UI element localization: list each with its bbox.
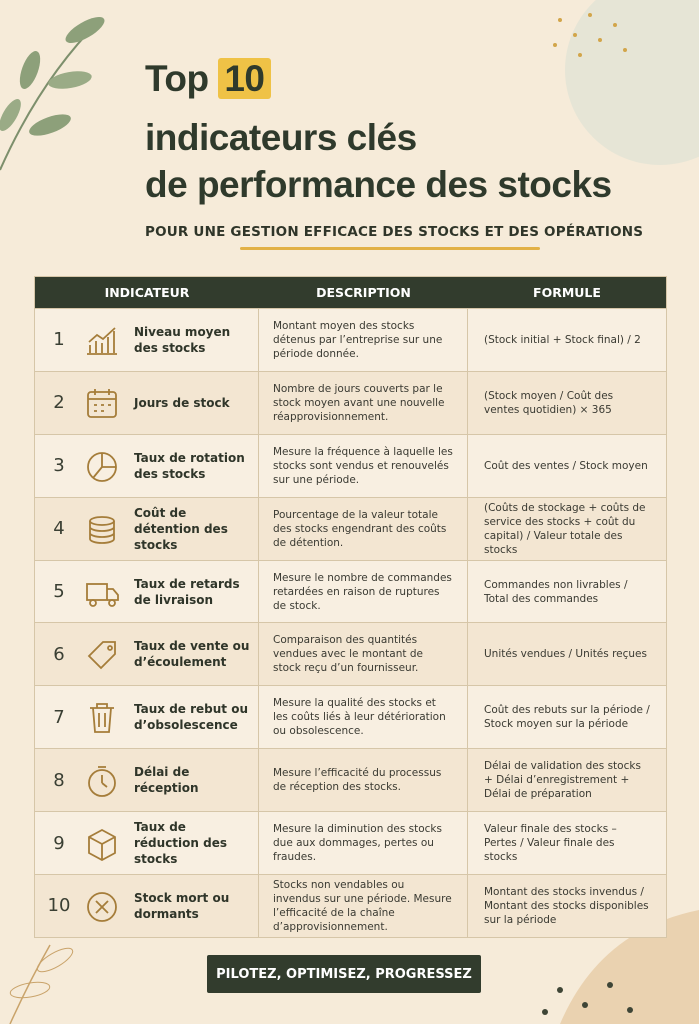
row-number: 9 (53, 832, 65, 854)
column-header: INDICATEUR (104, 285, 190, 300)
row-number: 5 (53, 581, 65, 602)
formula: (Coûts de stockage + coûts de service de… (484, 501, 646, 556)
title-line-1: Top 10 (145, 58, 271, 100)
formula: Montant des stocks invendus / Montant de… (484, 885, 649, 926)
indicator-name: Coût de détention des stocks (134, 505, 228, 552)
indicator-icon (88, 766, 116, 798)
row-number: 7 (53, 706, 65, 728)
formula: Coût des ventes / Stock moyen (484, 459, 648, 472)
row-number: 6 (53, 643, 65, 665)
kpi-row: 5 Taux de retards de livraison Mesure le n… (35, 559, 666, 623)
row-number: 10 (47, 895, 71, 917)
indicator-name: Taux de réduction des stocks (134, 820, 227, 867)
indicator-icon (89, 515, 115, 544)
indicator-icon (87, 641, 116, 670)
indicator-icon (87, 327, 117, 355)
title-number: 10 (218, 58, 271, 99)
column-header: DESCRIPTION (316, 285, 411, 300)
title-top: Top (145, 58, 209, 99)
kpi-row: 9 Taux de réduction des stocks Mesure la d… (35, 811, 666, 875)
subtitle-underline (240, 247, 540, 250)
formula: (Stock initial + Stock final) / 2 (484, 333, 641, 346)
formula: (Stock moyen / Coût des ventes quotidien… (484, 389, 614, 416)
indicator-cell: 3 Taux de rotation des stocks (35, 434, 259, 497)
indicator-cell: 1 Niveau moyen des stocks (35, 309, 259, 371)
description: Montant moyen des stocks détenus par l’e… (259, 309, 468, 371)
indicator-icon (87, 388, 117, 418)
kpi-table: INDICATEUR DESCRIPTION FORMULE 1 Niveau moy… (34, 276, 667, 938)
description: Mesure la fréquence à laquelle les stock… (259, 434, 468, 497)
kpi-row: 7 Taux de rebut ou d’obsolescence Mesure l… (35, 685, 666, 749)
table-header: INDICATEUR DESCRIPTION FORMULE (35, 277, 666, 308)
formula: Unités vendues / Unités reçues (484, 648, 647, 661)
indicator-name: Taux de vente ou d’écoulement (134, 639, 250, 670)
indicator-icon (88, 829, 116, 862)
description: Stocks non vendables ou invendus sur une… (259, 875, 468, 937)
footer-button: PILOTEZ, OPTIMISEZ, PROGRESSEZ (207, 955, 481, 993)
kpi-row: 8 Délai de réception Mesure l’efficacité d… (35, 748, 666, 812)
description: Mesure l’efficacité du processus de réce… (259, 749, 468, 812)
kpi-row: 2 Jours de stock Nombre de jours couverts … (35, 370, 666, 434)
title-line-2: indicateurs clés (145, 117, 417, 158)
indicator-cell: 5 Taux de retards de livraison (35, 560, 259, 623)
description: Pourcentage de la valeur totale des stoc… (259, 497, 468, 560)
kpi-row: 4 Coût de détention des stocks Pourcentage… (35, 496, 666, 560)
description: Comparaison des quantités vendues avec l… (259, 623, 468, 686)
formula: Coût des rebuts sur la période / Stock m… (484, 704, 650, 731)
indicator-name: Taux de rebut ou d’obsolescence (134, 702, 248, 733)
kpi-row: 6 Taux de vente ou d’écoulement Comparaiso… (35, 622, 666, 686)
indicator-cell: 9 Taux de réduction des stocks (35, 812, 259, 875)
row-number: 4 (53, 518, 65, 540)
indicator-name: Jours de stock (134, 395, 230, 410)
row-number: 8 (53, 769, 65, 791)
indicator-cell: 2 Jours de stock (35, 371, 259, 434)
kpi-row: 3 Taux de rotation des stocks Mesure la fr… (35, 433, 666, 497)
indicator-name: Stock mort ou dormants (134, 890, 230, 921)
subtitle: POUR UNE GESTION EFFICACE DES STOCKS ET … (145, 224, 644, 240)
formula: Délai de validation des stocks + Délai d… (484, 760, 641, 801)
formula: Commandes non livrables / Total des comm… (484, 578, 628, 605)
column-header: FORMULE (533, 285, 601, 300)
indicator-name: Taux de rotation des stocks (134, 450, 245, 481)
indicator-icon (90, 703, 114, 734)
kpi-row: 10 Stock mort ou dormants Stocks non venda… (35, 874, 666, 937)
title-line-3: de performance des stocks (145, 164, 612, 205)
indicator-name: Niveau moyen des stocks (134, 324, 231, 355)
row-number: 2 (53, 392, 65, 414)
kpi-row: 1 Niveau moyen des stocks Montant moyen de… (35, 308, 666, 371)
description: Nombre de jours couverts par le stock mo… (259, 371, 468, 434)
indicator-cell: 10 Stock mort ou dormants (35, 875, 259, 937)
row-number: 3 (53, 455, 65, 477)
indicator-cell: 8 Délai de réception (35, 749, 259, 812)
indicator-name: Taux de retards de livraison (134, 576, 240, 607)
description: Mesure la diminution des stocks due aux … (259, 812, 468, 875)
row-number: 1 (53, 329, 65, 351)
description: Mesure la qualité des stocks et les coût… (259, 686, 468, 749)
indicator-cell: 6 Taux de vente ou d’écoulement (35, 623, 259, 686)
formula: Valeur finale des stocks – Pertes / Vale… (484, 823, 617, 864)
indicator-name: Délai de réception (134, 765, 199, 796)
indicator-icon (87, 451, 117, 482)
description: Mesure le nombre de commandes retardées … (259, 560, 468, 623)
indicator-icon (86, 582, 119, 607)
indicator-cell: 7 Taux de rebut ou d’obsolescence (35, 686, 259, 749)
indicator-cell: 4 Coût de détention des stocks (35, 497, 259, 560)
indicator-icon (87, 892, 117, 922)
